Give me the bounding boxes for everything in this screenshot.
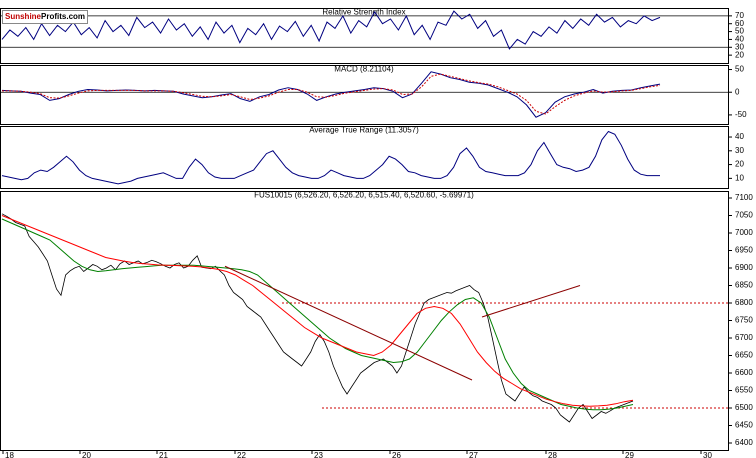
rsi-y-tick-label: 20 (735, 50, 744, 59)
price-x-tick-label: 23 (314, 451, 323, 458)
price-y-tick-label: 6500 (735, 403, 753, 412)
price-trendline-down (224, 265, 473, 381)
macd-y-tick-label: -50 (735, 110, 747, 119)
price-series-line (1, 213, 634, 423)
atr-y-tick-label: 10 (735, 173, 744, 182)
rsi-y-tick-label: 30 (735, 42, 744, 51)
atr-y-tick-label: 40 (735, 132, 744, 141)
price-y-tick-label: 7050 (735, 211, 753, 220)
rsi-y-tick-label: 50 (735, 27, 744, 36)
price-x-tick-label: 26 (392, 451, 401, 458)
logo-part1: Sunshine (5, 12, 42, 21)
price-x-tick-label: 20 (82, 451, 91, 458)
price-trendline-up (481, 285, 581, 318)
price-x-tick-label: 27 (469, 451, 478, 458)
price-y-tick-label: 6550 (735, 386, 753, 395)
price-y-tick-label: 6750 (735, 316, 753, 325)
price-y-tick-label: 6850 (735, 281, 753, 290)
macd-series-line (1, 71, 661, 118)
price-panel-frame (0, 191, 729, 451)
price-y-tick-label: 6450 (735, 421, 753, 430)
rsi-y-tick-label: 70 (735, 11, 744, 20)
atr-series-line (1, 130, 660, 185)
atr-y-tick-label: 30 (735, 146, 744, 155)
atr-title: Average True Range (11.3057) (309, 126, 419, 135)
price-series-line (1, 215, 634, 407)
price-x-tick-label: 18 (5, 451, 14, 458)
price-y-tick-label: 6900 (735, 263, 753, 272)
price-series-line (1, 218, 634, 411)
sunshine-profits-logo: Sunshine Profits.com (2, 10, 89, 24)
rsi-series-line (1, 10, 661, 50)
price-x-tick-label: 29 (625, 451, 634, 458)
macd-y-tick-label: 0 (735, 87, 740, 96)
rsi-y-tick-label: 60 (735, 19, 744, 28)
price-x-tick-label: 21 (159, 451, 168, 458)
price-x-tick-label: 30 (703, 451, 712, 458)
price-x-tick-label: 22 (237, 451, 246, 458)
rsi-title: Relative Strength Index (322, 8, 405, 17)
atr-y-tick-label: 20 (735, 160, 744, 169)
rsi-y-tick-label: 40 (735, 35, 744, 44)
macd-series-line (2, 73, 661, 115)
price-x-tick-label: 28 (548, 451, 557, 458)
price-y-tick-label: 6600 (735, 368, 753, 377)
atr-panel-frame (0, 126, 729, 189)
price-y-tick-label: 6950 (735, 246, 753, 255)
rsi-panel-frame (0, 8, 729, 64)
macd-y-tick-label: 50 (735, 65, 744, 74)
price-y-tick-label: 6800 (735, 298, 753, 307)
price-y-tick-label: 6650 (735, 351, 753, 360)
price-y-tick-label: 7000 (735, 228, 753, 237)
logo-part2: Profits.com (41, 12, 86, 21)
price-y-tick-label: 7100 (735, 193, 753, 202)
macd-panel-frame (0, 65, 729, 125)
price-y-tick-label: 6400 (735, 438, 753, 447)
price-y-tick-label: 6700 (735, 333, 753, 342)
price-title: FUS10015 (6,526.20, 6,526.20, 6,515.40, … (254, 191, 474, 200)
macd-title: MACD (8.21104) (334, 65, 394, 74)
